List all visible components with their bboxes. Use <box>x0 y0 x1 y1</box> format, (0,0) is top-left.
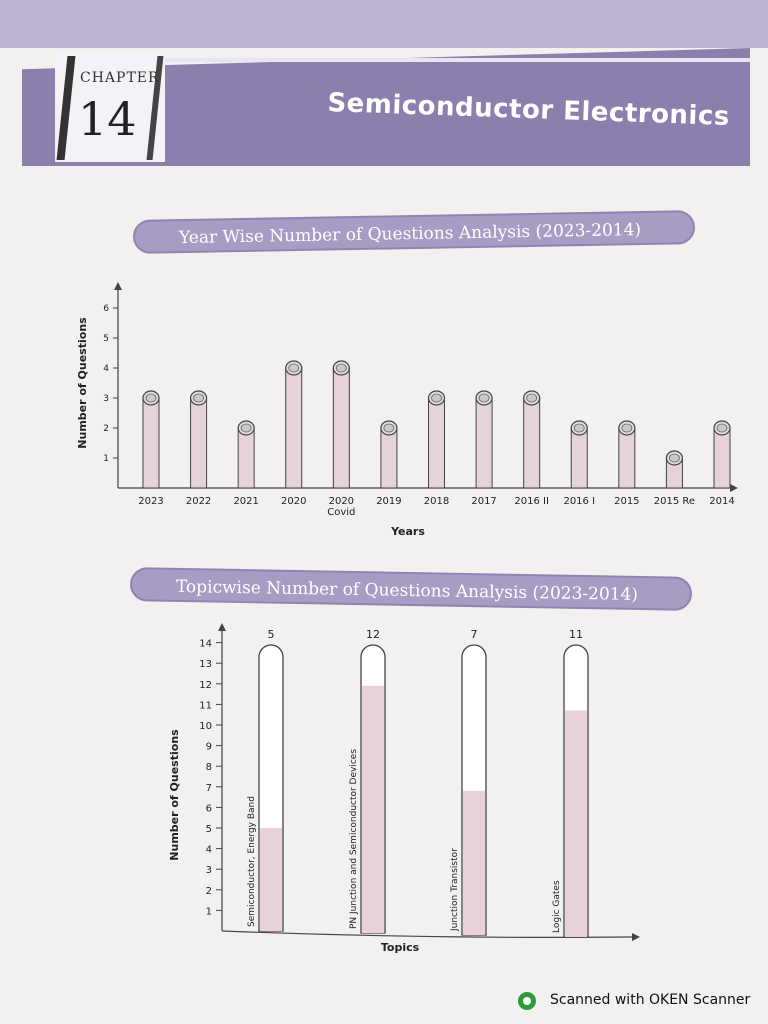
y-tick-label: 3 <box>206 865 212 876</box>
bar-cap-inner <box>573 423 585 433</box>
x-tick-label: Logic Gates <box>552 880 562 933</box>
top-band <box>0 0 768 48</box>
x-axis-title: Years <box>390 525 425 538</box>
y-tick-label: 1 <box>206 906 212 917</box>
y-tick-label: 1 <box>103 454 109 464</box>
x-tick-label: 2020 <box>329 496 354 507</box>
y-tick-label: 4 <box>206 845 212 856</box>
bar <box>523 397 541 489</box>
bar <box>713 427 731 489</box>
bar <box>565 710 587 937</box>
topic-wise-banner: Topicwise Number of Questions Analysis (… <box>129 567 693 611</box>
header-stripe <box>150 58 750 62</box>
bar-cap-inner <box>431 393 442 403</box>
data-label: 7 <box>471 628 478 641</box>
bar <box>463 790 485 935</box>
y-tick-label: 11 <box>199 700 212 711</box>
bar-cap-inner <box>193 393 204 403</box>
x-tick-label: 2020 <box>281 496 306 507</box>
y-tick-label: 4 <box>103 364 109 374</box>
x-tick-label: PN Junction and Semiconductor Devices <box>349 749 359 929</box>
x-tick-label: Covid <box>327 507 355 518</box>
bar-cap-inner <box>335 363 347 373</box>
y-tick-label: 14 <box>199 639 212 650</box>
bar <box>362 685 384 933</box>
x-tick-label: 2014 <box>709 496 734 507</box>
x-tick-label: 2022 <box>186 496 211 507</box>
bar-cap-inner <box>669 453 680 463</box>
bar <box>428 397 445 489</box>
bar <box>618 427 636 489</box>
bar <box>237 427 255 489</box>
y-tick-label: 8 <box>206 762 212 773</box>
bar-cap-inner <box>478 393 490 403</box>
chapter-number: 14 <box>78 92 137 146</box>
year-wise-chart: 1 2 3 4 5 6 Number of Questions Years 2023 2022 2… <box>76 282 738 538</box>
y-tick-label: 3 <box>103 394 109 404</box>
y-tick-label: 2 <box>103 424 109 434</box>
y-tick-label: 6 <box>206 803 212 814</box>
data-label: 11 <box>569 628 583 641</box>
data-label: 12 <box>366 628 380 641</box>
y-tick-label: 7 <box>206 783 212 794</box>
y-tick-label: 9 <box>206 742 212 753</box>
y-tick-label: 13 <box>199 659 212 670</box>
scanner-footer-text: Scanned with OKEN Scanner <box>550 992 751 1008</box>
bar <box>332 367 350 489</box>
y-tick-label: 2 <box>206 886 212 897</box>
year-wise-banner: Year Wise Number of Questions Analysis (… <box>132 210 696 254</box>
x-tick-label: 2016 I <box>563 496 595 507</box>
bar <box>380 427 398 489</box>
y-tick-label: 10 <box>199 721 212 732</box>
x-tick-label: Junction Transistor <box>450 848 460 932</box>
x-tick-label: 2023 <box>138 496 163 507</box>
bar-cap-inner <box>383 423 395 433</box>
y-tick-label: 12 <box>199 680 212 691</box>
x-axis-arrow <box>730 484 738 492</box>
x-tick-label: 2018 <box>424 496 449 507</box>
bar-cap-inner <box>240 423 252 433</box>
y-tick-label: 5 <box>206 824 212 835</box>
x-tick-label: 2019 <box>376 496 401 507</box>
x-axis-title: Topics <box>381 941 420 954</box>
x-tick-label: 2015 Re <box>654 496 695 507</box>
y-axis-arrow <box>218 623 226 631</box>
y-axis-arrow <box>114 282 122 290</box>
bar-cap-inner <box>145 393 157 403</box>
data-label: 5 <box>268 628 275 641</box>
bar <box>285 367 303 489</box>
oken-scanner-logo-icon <box>518 992 536 1010</box>
x-tick-label: 2015 <box>614 496 639 507</box>
bar-cap-inner <box>526 393 538 403</box>
x-tick-label: Semiconductor, Energy Band <box>247 796 257 927</box>
bar <box>570 427 588 489</box>
bar <box>142 397 160 489</box>
y-axis-title: Number of Questions <box>168 729 181 861</box>
y-tick-label: 5 <box>103 334 109 344</box>
bar-cap-inner <box>621 423 633 433</box>
chapter-label: CHAPTER <box>80 70 160 86</box>
bar-cap-inner <box>288 363 300 373</box>
scanner-footer: Scanned with OKEN Scanner <box>518 990 763 1012</box>
y-tick-label: 6 <box>103 304 109 314</box>
x-tick-label: 2016 II <box>514 496 549 507</box>
x-tick-label: 2017 <box>471 496 496 507</box>
y-axis-title: Number of Questions <box>76 317 89 449</box>
bar <box>190 397 208 489</box>
bar <box>260 828 282 931</box>
bar <box>475 397 493 489</box>
x-tick-label: 2021 <box>233 496 258 507</box>
bar-cap-inner <box>716 423 728 433</box>
x-axis-arrow <box>632 933 640 941</box>
